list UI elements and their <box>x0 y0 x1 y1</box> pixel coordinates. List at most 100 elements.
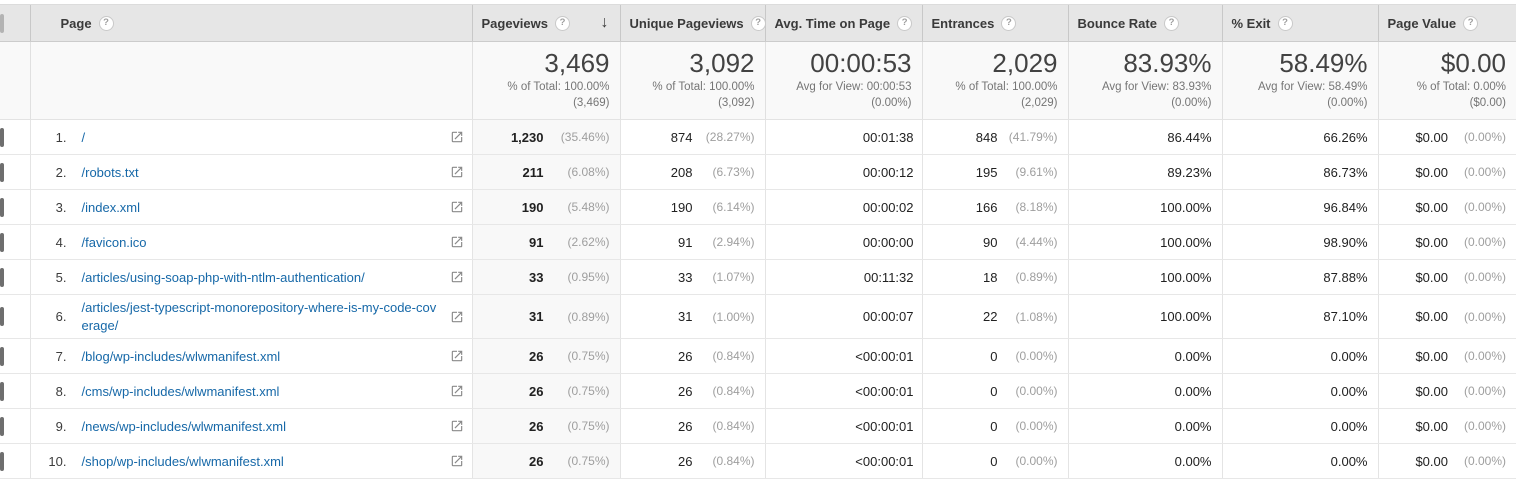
unique-pageviews-percent: (1.00%) <box>712 309 755 324</box>
help-icon[interactable]: ? <box>1463 15 1479 31</box>
total-subtext: Avg for View: 58.49% <box>1257 81 1368 94</box>
page-link[interactable]: / <box>81 129 86 145</box>
column-label: Avg. Time on Page <box>774 15 891 31</box>
totals-unique-pageviews: 3,092 % of Total: 100.00% (3,092) <box>619 41 765 121</box>
column-header-page[interactable]: Page ? <box>29 4 472 42</box>
column-header-pct-exit[interactable]: % Exit ? <box>1221 4 1378 42</box>
column-header-bounce-rate[interactable]: Bounce Rate ? <box>1067 4 1222 42</box>
totals-pageviews: 3,469 % of Total: 100.00% (3,469) <box>471 41 620 121</box>
cell-unique-pageviews: 31 (1.00%) <box>619 294 765 340</box>
cell-entrances: 18 (0.89%) <box>921 259 1068 296</box>
pageviews-value: 31 <box>529 309 544 325</box>
cell-checkbox <box>0 119 30 156</box>
total-subtext: % of Total: 100.00% <box>652 81 755 94</box>
table-row: 4. /favicon.ico 91 (2.62%) 91 (2.94%) 00… <box>0 224 1516 261</box>
cell-unique-pageviews: 26 (0.84%) <box>619 408 765 445</box>
page-link[interactable]: /robots.txt <box>81 164 139 180</box>
page-link[interactable]: /favicon.ico <box>81 234 147 250</box>
entrances-percent: (0.00%) <box>1015 349 1058 364</box>
help-icon[interactable]: ? <box>1163 15 1179 31</box>
open-in-new-icon[interactable] <box>450 270 464 284</box>
page-link[interactable]: /shop/wp-includes/wlwmanifest.xml <box>81 453 284 469</box>
open-in-new-icon[interactable] <box>450 235 464 249</box>
unique-pageviews-value: 91 <box>678 234 693 250</box>
page-link[interactable]: /index.xml <box>81 199 141 215</box>
open-in-new-icon[interactable] <box>450 165 464 179</box>
total-subtext: Avg for View: 00:00:53 <box>796 81 912 94</box>
cell-page: 3. /index.xml <box>29 189 472 226</box>
cell-pageviews: 26 (0.75%) <box>471 373 620 410</box>
row-checkbox[interactable] <box>0 127 4 147</box>
cell-bounce-rate: 100.00% <box>1067 294 1222 340</box>
open-in-new-icon[interactable] <box>450 384 464 398</box>
cell-pageviews: 91 (2.62%) <box>471 224 620 261</box>
cell-page-value: $0.00 (0.00%) <box>1377 119 1516 156</box>
page-link[interactable]: /cms/wp-includes/wlwmanifest.xml <box>81 383 280 399</box>
cell-pageviews: 211 (6.08%) <box>471 154 620 191</box>
help-icon[interactable]: ? <box>555 15 570 31</box>
row-checkbox[interactable] <box>0 197 4 217</box>
cell-page: 1. / <box>29 119 472 156</box>
page-link[interactable]: /articles/using-soap-php-with-ntlm-authe… <box>81 269 365 285</box>
select-all-checkbox[interactable] <box>0 13 4 33</box>
row-checkbox[interactable] <box>0 381 4 401</box>
entrances-value: 166 <box>975 199 998 215</box>
help-icon[interactable]: ? <box>750 15 766 31</box>
row-checkbox[interactable] <box>0 451 4 471</box>
column-header-unique-pageviews[interactable]: Unique Pageviews ? <box>619 4 766 42</box>
help-icon[interactable]: ? <box>98 15 114 31</box>
row-checkbox[interactable] <box>0 346 4 366</box>
cell-entrances: 848 (41.79%) <box>921 119 1068 156</box>
open-in-new-icon[interactable] <box>450 200 464 214</box>
cell-pct-exit: 87.10% <box>1221 294 1378 340</box>
table-row: 7. /blog/wp-includes/wlwmanifest.xml 26 … <box>0 338 1516 375</box>
cell-bounce-rate: 0.00% <box>1067 373 1222 410</box>
page-link[interactable]: /news/wp-includes/wlwmanifest.xml <box>81 418 286 434</box>
open-in-new-icon[interactable] <box>450 310 464 324</box>
cell-page-value: $0.00 (0.00%) <box>1377 189 1516 226</box>
row-checkbox[interactable] <box>0 267 4 287</box>
help-icon[interactable]: ? <box>1001 15 1017 31</box>
row-index: 4. <box>55 234 67 250</box>
unique-pageviews-value: 26 <box>678 383 693 399</box>
row-checkbox[interactable] <box>0 307 4 327</box>
entrances-value: 848 <box>975 129 998 145</box>
table-row: 1. / 1,230 (35.46%) 874 (28.27%) 00:01:3… <box>0 119 1516 156</box>
row-checkbox[interactable] <box>0 162 4 182</box>
total-value: $0.00 <box>1440 48 1506 78</box>
open-in-new-icon[interactable] <box>450 419 464 433</box>
column-header-avg-time-on-page[interactable]: Avg. Time on Page ? <box>764 4 922 42</box>
unique-pageviews-percent: (0.84%) <box>712 349 755 364</box>
cell-avg-time: 00:11:32 <box>764 259 922 296</box>
entrances-value: 0 <box>990 418 998 434</box>
unique-pageviews-percent: (28.27%) <box>705 130 755 145</box>
cell-page: 9. /news/wp-includes/wlwmanifest.xml <box>29 408 472 445</box>
open-in-new-icon[interactable] <box>450 130 464 144</box>
sort-descending-icon[interactable]: ↓ <box>600 14 609 31</box>
unique-pageviews-value: 190 <box>670 199 693 215</box>
row-checkbox[interactable] <box>0 232 4 252</box>
page-link[interactable]: /blog/wp-includes/wlwmanifest.xml <box>81 348 281 364</box>
totals-bounce-rate: 83.93% Avg for View: 83.93% (0.00%) <box>1067 41 1222 121</box>
cell-bounce-rate: 100.00% <box>1067 189 1222 226</box>
row-checkbox[interactable] <box>0 416 4 436</box>
unique-pageviews-percent: (0.84%) <box>712 384 755 399</box>
cell-avg-time: <00:00:01 <box>764 443 922 479</box>
help-icon[interactable]: ? <box>897 15 913 31</box>
help-icon[interactable]: ? <box>1277 15 1293 31</box>
cell-avg-time: 00:00:02 <box>764 189 922 226</box>
column-header-pageviews[interactable]: Pageviews ? ↓ <box>471 4 620 42</box>
column-header-page-value[interactable]: Page Value ? <box>1377 4 1516 42</box>
column-header-entrances[interactable]: Entrances ? <box>921 4 1068 42</box>
totals-entrances: 2,029 % of Total: 100.00% (2,029) <box>921 41 1068 121</box>
page-link[interactable]: /articles/jest-typescript-monorepository… <box>81 300 437 333</box>
cell-page-value: $0.00 (0.00%) <box>1377 338 1516 375</box>
cell-avg-time: 00:01:38 <box>764 119 922 156</box>
page-value-value: $0.00 <box>1415 348 1448 364</box>
page-value-percent: (0.00%) <box>1463 384 1506 399</box>
pageviews-value: 26 <box>529 453 544 469</box>
open-in-new-icon[interactable] <box>450 349 464 363</box>
page-value-value: $0.00 <box>1415 164 1448 180</box>
cell-pct-exit: 0.00% <box>1221 443 1378 479</box>
open-in-new-icon[interactable] <box>450 454 464 468</box>
